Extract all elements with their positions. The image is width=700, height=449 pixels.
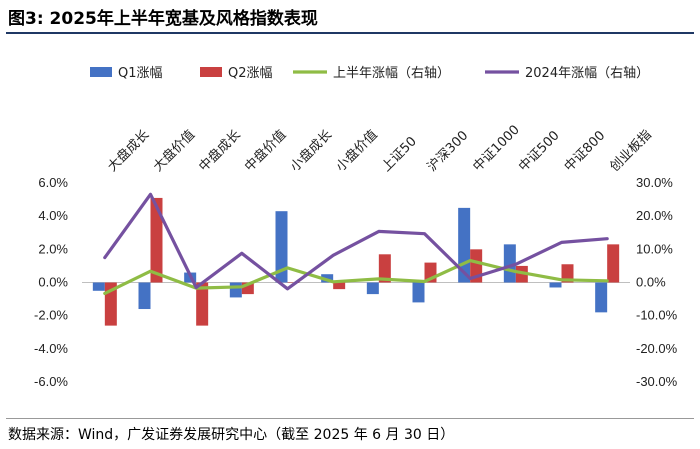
- y-right-tick-label: 0.0%: [636, 275, 666, 290]
- legend-label: 上半年涨幅（右轴）: [333, 66, 450, 81]
- category-label: 中证800: [562, 128, 609, 175]
- bar-q1: [229, 282, 242, 298]
- category-label: 小盘成长: [287, 127, 335, 175]
- bar-q2: [378, 254, 391, 283]
- bar-q2: [333, 282, 346, 290]
- y-left-tick-label: 6.0%: [38, 175, 68, 190]
- bar-q2: [607, 244, 620, 283]
- bar-q1: [503, 244, 516, 283]
- category-label: 大盘成长: [104, 127, 152, 175]
- footer-divider: [6, 418, 694, 419]
- legend-swatch: [90, 67, 112, 77]
- bar-q1: [92, 282, 105, 291]
- bar-q1: [366, 282, 379, 295]
- title-divider: [6, 32, 694, 34]
- legend-label: Q2涨幅: [228, 66, 273, 81]
- bar-q2: [150, 197, 163, 283]
- line-2024: [103, 192, 609, 291]
- bar-q2: [196, 282, 209, 326]
- y-right-tick-label: -10.0%: [636, 308, 678, 323]
- y-right-tick-label: -20.0%: [636, 341, 678, 356]
- y-left-tick-label: -6.0%: [34, 374, 68, 389]
- bar-q2: [241, 282, 254, 295]
- bar-q1: [275, 211, 288, 283]
- category-label: 小盘价值: [333, 127, 381, 175]
- y-right-tick-label: -30.0%: [636, 374, 678, 389]
- bar-q1: [138, 282, 151, 310]
- source-note: 数据来源：Wind，广发证券发展研究中心（截至 2025 年 6 月 30 日）: [8, 427, 455, 443]
- line-h1-2025: [103, 259, 609, 295]
- category-label: 创业板指: [607, 127, 654, 174]
- y-right-tick-label: 10.0%: [636, 241, 673, 256]
- category-label: 沪深300: [424, 128, 471, 175]
- category-label: 中证1000: [470, 122, 522, 174]
- y-left-tick-label: -4.0%: [34, 341, 68, 356]
- category-label: 上证50: [379, 134, 420, 175]
- bar-q2: [561, 264, 574, 283]
- y-right-tick-label: 20.0%: [636, 208, 673, 223]
- bar-q1: [549, 282, 562, 288]
- bar-q1: [595, 282, 608, 313]
- y-left-tick-label: 2.0%: [38, 241, 68, 256]
- figure-title: 图3: 2025年上半年宽基及风格指数表现: [8, 9, 318, 29]
- category-label: 中盘价值: [241, 127, 289, 175]
- legend-swatch: [200, 67, 222, 77]
- category-label: 大盘价值: [150, 127, 198, 175]
- y-left-tick-label: 4.0%: [38, 208, 68, 223]
- legend-label: Q1涨幅: [118, 66, 163, 81]
- y-left-tick-label: 0.0%: [38, 275, 68, 290]
- legend-label: 2024年涨幅（右轴）: [525, 66, 649, 81]
- y-left-tick-label: -2.0%: [34, 308, 68, 323]
- bar-q1: [412, 282, 425, 303]
- category-label: 中证500: [516, 128, 563, 175]
- category-label: 中盘成长: [196, 127, 244, 175]
- y-right-tick-label: 30.0%: [636, 175, 673, 190]
